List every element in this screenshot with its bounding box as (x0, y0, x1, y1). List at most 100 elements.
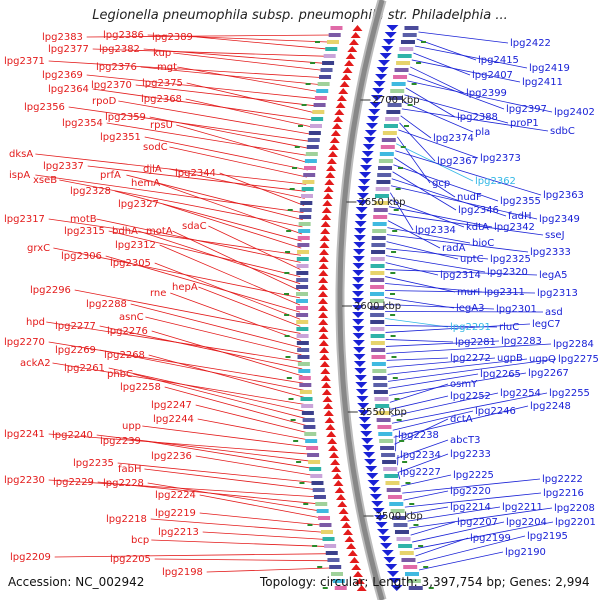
reverse-gene-arrow[interactable] (366, 473, 379, 479)
gene-label[interactable]: rpsU (150, 120, 173, 131)
gene-label[interactable]: lpg2388 (457, 112, 498, 123)
forward-gene-arrow[interactable] (330, 130, 341, 136)
forward-gene-arrow[interactable] (324, 417, 335, 423)
reverse-gene-arrow[interactable] (352, 326, 365, 332)
gene-label[interactable]: lpg2281 (455, 337, 496, 348)
reverse-gene-arrow[interactable] (387, 571, 400, 577)
gene-label[interactable]: bcp (131, 535, 149, 546)
forward-gene-arrow[interactable] (356, 585, 367, 591)
gene-label[interactable]: lpg2239 (100, 436, 141, 447)
reverse-gene-arrow[interactable] (367, 116, 380, 122)
gene-label[interactable]: lpg2229 (53, 477, 94, 488)
gene-label[interactable]: lpg2337 (43, 161, 84, 172)
gene-label[interactable]: gcp (432, 178, 450, 189)
gene-label[interactable]: radA (442, 243, 466, 254)
gene-label[interactable]: lpg2209 (10, 552, 51, 563)
reverse-gene-arrow[interactable] (378, 60, 391, 66)
forward-gene-arrow[interactable] (326, 165, 337, 171)
forward-gene-arrow[interactable] (322, 200, 333, 206)
forward-gene-arrow[interactable] (318, 326, 329, 332)
reverse-gene-arrow[interactable] (360, 431, 373, 437)
gene-label[interactable]: lpg2320 (487, 267, 528, 278)
gene-label[interactable]: lpg2277 (55, 321, 96, 332)
reverse-gene-arrow[interactable] (356, 396, 369, 402)
reverse-gene-arrow[interactable] (380, 543, 393, 549)
gene-label[interactable]: fabH (118, 464, 142, 475)
reverse-gene-arrow[interactable] (386, 25, 399, 31)
gene-label[interactable]: lpg2411 (522, 77, 563, 88)
forward-gene-arrow[interactable] (320, 221, 331, 227)
gene-label[interactable]: lpg2220 (450, 486, 491, 497)
forward-gene-arrow[interactable] (326, 431, 337, 437)
forward-gene-arrow[interactable] (318, 256, 329, 262)
forward-gene-arrow[interactable] (341, 74, 352, 80)
reverse-gene-arrow[interactable] (375, 74, 388, 80)
reverse-gene-arrow[interactable] (352, 312, 365, 318)
reverse-gene-arrow[interactable] (369, 102, 382, 108)
forward-gene-arrow[interactable] (319, 347, 330, 353)
forward-gene-arrow[interactable] (349, 557, 360, 563)
gene-label[interactable]: lpg2402 (554, 107, 595, 118)
forward-gene-arrow[interactable] (342, 67, 353, 73)
gene-label[interactable]: lpg2314 (440, 270, 481, 281)
forward-gene-arrow[interactable] (323, 410, 334, 416)
gene-label[interactable]: lpg2258 (120, 382, 161, 393)
gene-label[interactable]: rpoD (92, 96, 117, 107)
forward-gene-arrow[interactable] (326, 158, 337, 164)
forward-gene-arrow[interactable] (319, 235, 330, 241)
gene-label[interactable]: sseJ (545, 230, 565, 241)
reverse-gene-arrow[interactable] (364, 459, 377, 465)
gene-label[interactable]: lpg2272 (450, 353, 491, 364)
gene-label[interactable]: bdhA (112, 226, 138, 237)
reverse-gene-arrow[interactable] (356, 200, 369, 206)
gene-label[interactable]: lpg2344 (175, 168, 216, 179)
gene-label[interactable]: lpg2269 (55, 345, 96, 356)
gene-label[interactable]: prfA (100, 170, 121, 181)
forward-gene-arrow[interactable] (320, 375, 331, 381)
reverse-gene-arrow[interactable] (370, 95, 383, 101)
gene-label[interactable]: lpg2270 (4, 337, 45, 348)
forward-gene-arrow[interactable] (322, 193, 333, 199)
gene-label[interactable]: sdaC (182, 221, 207, 232)
reverse-gene-arrow[interactable] (355, 214, 368, 220)
forward-gene-arrow[interactable] (333, 480, 344, 486)
gene-label[interactable]: lpg2265 (480, 369, 521, 380)
gene-label[interactable]: lpg2288 (86, 299, 127, 310)
gene-label[interactable]: lpg2284 (553, 339, 594, 350)
forward-gene-arrow[interactable] (328, 445, 339, 451)
gene-label[interactable]: lpg2355 (500, 196, 541, 207)
gene-label[interactable]: lpg2415 (478, 55, 519, 66)
gene-label[interactable]: lpg2399 (466, 88, 507, 99)
reverse-gene-arrow[interactable] (381, 46, 394, 52)
reverse-gene-arrow[interactable] (365, 123, 378, 129)
gene-label[interactable]: lpg2328 (70, 186, 111, 197)
gene-label[interactable]: lpg2397 (506, 104, 547, 115)
gene-label[interactable]: lpg2275 (558, 354, 599, 365)
forward-gene-arrow[interactable] (318, 263, 329, 269)
forward-gene-arrow[interactable] (348, 39, 359, 45)
reverse-gene-arrow[interactable] (362, 144, 375, 150)
forward-gene-arrow[interactable] (318, 340, 329, 346)
gene-label[interactable]: lpg2375 (142, 78, 183, 89)
gene-label[interactable]: lpg2346 (458, 205, 499, 216)
reverse-gene-arrow[interactable] (361, 151, 374, 157)
gene-label[interactable]: rne (150, 288, 166, 299)
forward-gene-arrow[interactable] (324, 179, 335, 185)
gene-label[interactable]: lpg2238 (398, 430, 439, 441)
gene-label[interactable]: osmY (450, 379, 478, 390)
gene-label[interactable]: lpg2199 (470, 533, 511, 544)
gene-label[interactable]: lpg2241 (4, 429, 45, 440)
reverse-gene-arrow[interactable] (372, 88, 385, 94)
gene-label[interactable]: lpg2311 (484, 287, 525, 298)
forward-gene-arrow[interactable] (321, 382, 332, 388)
gene-label[interactable]: lpg2373 (480, 153, 521, 164)
forward-gene-arrow[interactable] (318, 270, 329, 276)
gene-label[interactable]: lpg2370 (91, 80, 132, 91)
forward-gene-arrow[interactable] (345, 53, 356, 59)
gene-label[interactable]: murI (457, 287, 480, 298)
gene-label[interactable]: lpg2218 (106, 514, 147, 525)
reverse-gene-arrow[interactable] (384, 32, 397, 38)
gene-label[interactable]: lpg2362 (475, 176, 516, 187)
gene-label[interactable]: lpg2291 (450, 322, 491, 333)
gene-label[interactable]: lpg2261 (64, 363, 105, 374)
